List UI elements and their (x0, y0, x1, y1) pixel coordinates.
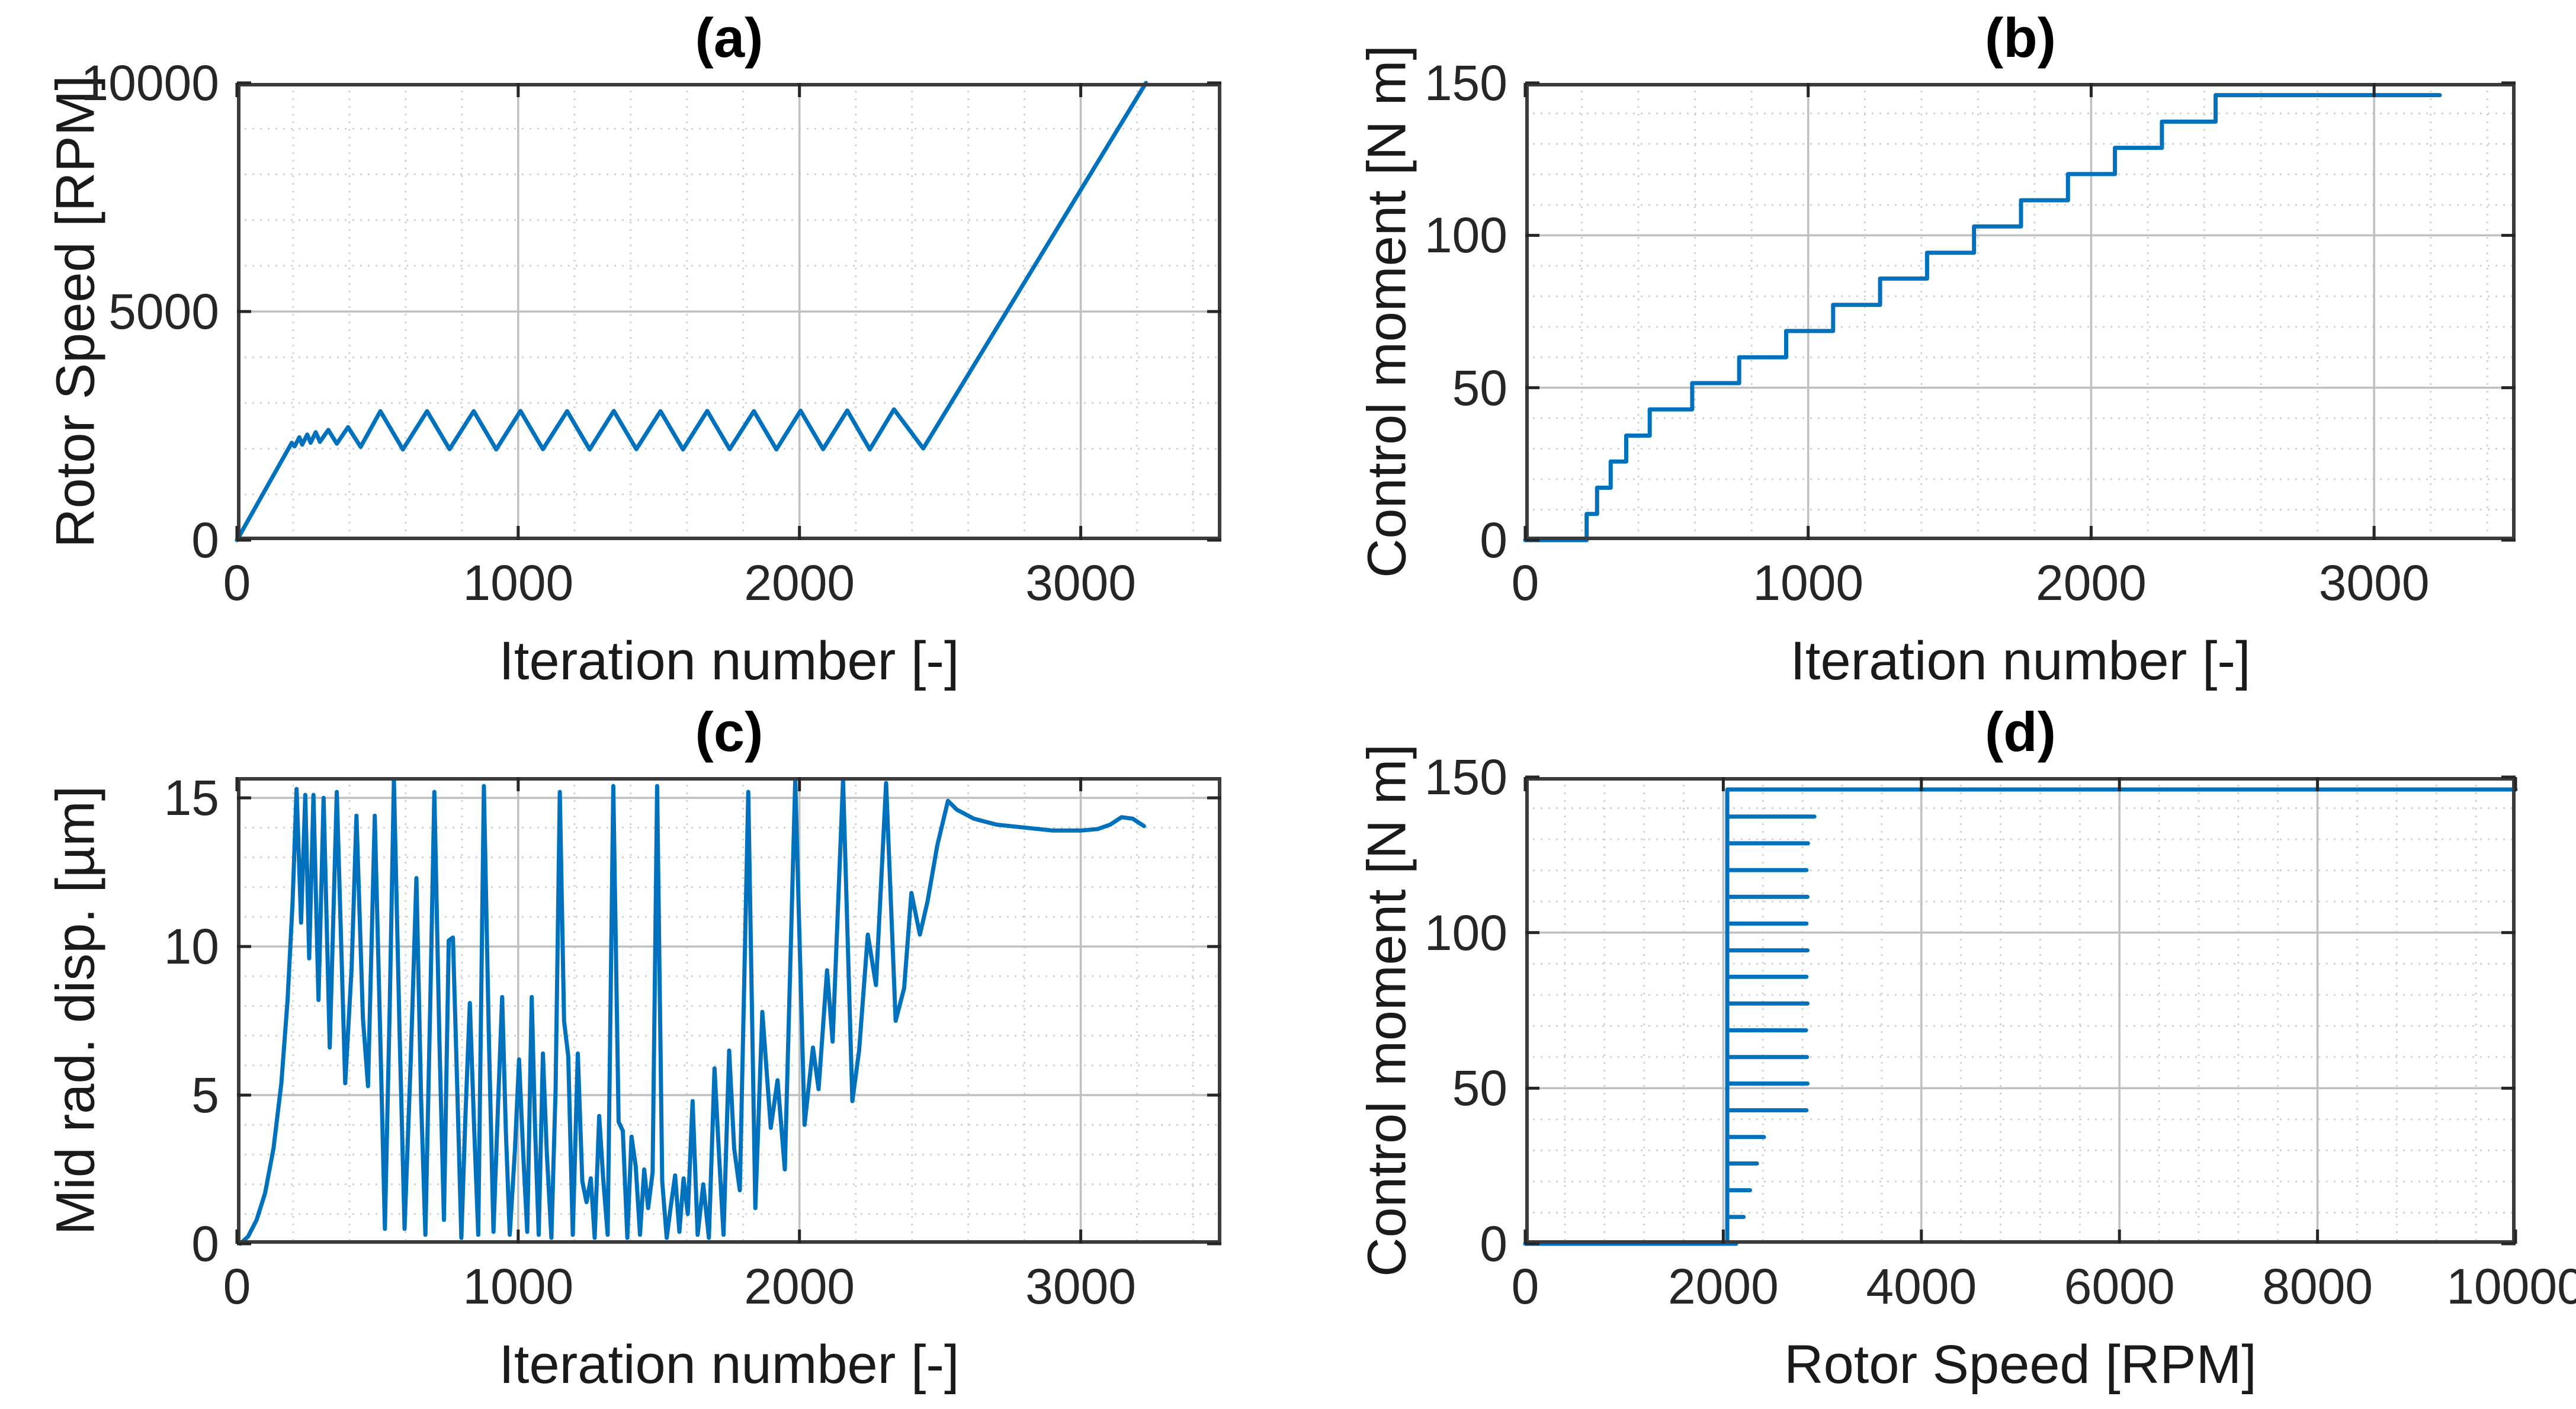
data-series-a (235, 81, 1149, 543)
subplot-a-x-axis-label: Iteration number [-] (499, 631, 960, 691)
subplot-d-x-axis-label: Rotor Speed [RPM] (1784, 1334, 2257, 1395)
y-tick-label: 5000 (108, 284, 219, 339)
y-tick-label: 10000 (81, 55, 219, 111)
subplot-a-title: (a) (695, 7, 764, 69)
y-tick-label: 0 (191, 512, 219, 568)
data-series-d (1523, 787, 2518, 1246)
subplot-c-y-axis-label: Mid rad. disp. [µm] (45, 785, 106, 1235)
y-tick-label: 0 (1480, 1216, 1507, 1272)
subplot-b-y-axis-label: Control moment [N m] (1356, 45, 1417, 578)
x-tick-label: 2000 (744, 1259, 855, 1314)
x-tick-label: 1000 (463, 1259, 574, 1314)
y-tick-label: 150 (1424, 55, 1507, 111)
axes-box-b (1525, 83, 2516, 540)
x-tick-label: 0 (223, 1259, 251, 1314)
subplot-d-y-axis-label: Control moment [N m] (1356, 744, 1417, 1277)
subplot-b-x-axis-label: Iteration number [-] (1790, 631, 2251, 691)
subplot-c-x-axis-label: Iteration number [-] (499, 1334, 960, 1395)
subplot-b-title: (b) (1984, 7, 2057, 69)
subplot-c-plot-area (235, 777, 1221, 1246)
x-tick-label: 1000 (463, 555, 574, 611)
axes-box-d (1525, 777, 2516, 1244)
y-tick-label: 5 (191, 1067, 219, 1124)
y-tick-label: 100 (1424, 207, 1507, 264)
y-tick-label: 50 (1452, 360, 1507, 416)
x-tick-label: 3000 (1025, 1259, 1136, 1314)
subplot-d-plot-area (1523, 775, 2518, 1246)
x-tick-label: 8000 (2262, 1259, 2373, 1314)
x-tick-label: 3000 (1025, 555, 1136, 611)
subplot-c-title: (c) (695, 701, 764, 763)
x-tick-label: 6000 (2064, 1259, 2175, 1314)
x-tick-label: 0 (1511, 555, 1539, 611)
x-tick-label: 3000 (2318, 555, 2430, 611)
x-tick-label: 0 (1511, 1259, 1539, 1314)
x-tick-label: 4000 (1866, 1259, 1977, 1314)
subplot-a-plot-area (235, 81, 1221, 543)
x-tick-label: 1000 (1753, 555, 1864, 611)
y-tick-label: 10 (163, 919, 219, 975)
subplot-d-title: (d) (1984, 701, 2057, 763)
x-tick-label: 2000 (2035, 555, 2147, 611)
x-tick-label: 2000 (1667, 1259, 1779, 1314)
axes-box-c (237, 777, 1221, 1244)
y-tick-label: 0 (1480, 512, 1507, 568)
x-tick-label: 10000 (2446, 1259, 2576, 1314)
data-series-c (238, 778, 1146, 1246)
x-tick-label: 2000 (744, 555, 855, 611)
y-tick-label: 150 (1424, 749, 1507, 805)
y-tick-label: 0 (191, 1216, 219, 1272)
y-tick-label: 50 (1452, 1060, 1507, 1116)
data-series-b (1523, 93, 2442, 543)
y-tick-label: 100 (1424, 904, 1507, 961)
y-tick-label: 15 (163, 770, 219, 826)
x-tick-label: 0 (223, 555, 251, 611)
subplot-b-plot-area (1523, 81, 2516, 543)
